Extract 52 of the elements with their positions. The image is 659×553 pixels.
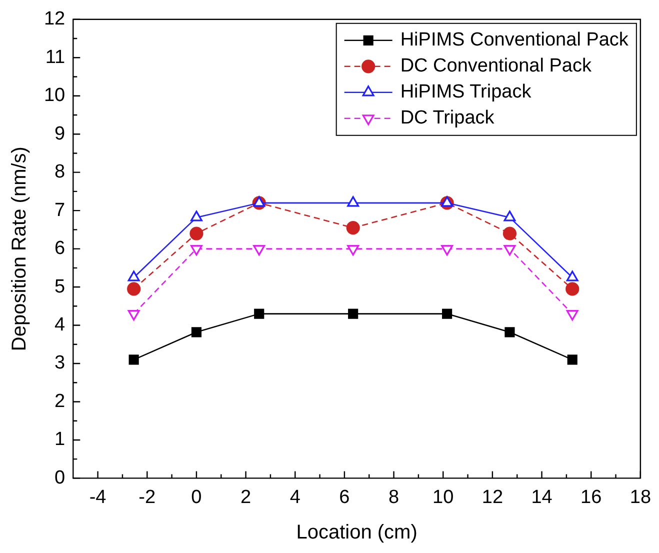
y-tick-label: 11 [45, 46, 66, 68]
legend-label: DC Conventional Pack [400, 56, 592, 77]
y-tick-label: 6 [54, 238, 66, 260]
y-tick-label: 0 [54, 467, 66, 488]
x-tick-label: 10 [432, 486, 454, 508]
point [128, 354, 139, 365]
x-tick-label: 12 [482, 486, 504, 508]
y-tick-label: 7 [54, 200, 66, 221]
x-tick-label: 14 [531, 486, 553, 508]
legend-label: DC Tripack [400, 108, 495, 129]
point [253, 196, 266, 207]
y-tick-label: 5 [54, 276, 66, 298]
x-tick-label: 4 [290, 486, 301, 508]
y-tick-label: 9 [54, 123, 66, 144]
point [504, 327, 515, 338]
y-tick-label: 1 [54, 429, 66, 450]
x-axis-title: Location (cm) [296, 522, 418, 544]
point [502, 226, 517, 240]
point [128, 310, 140, 321]
point [566, 270, 578, 282]
y-tick-label: 12 [44, 8, 66, 30]
y-tick-label: 10 [44, 85, 66, 106]
legend-label: HiPIMS Conventional Pack [400, 30, 629, 51]
point [347, 196, 360, 207]
point [566, 310, 578, 321]
x-tick-label: -4 [89, 486, 107, 508]
x-tick-label: 0 [191, 486, 202, 508]
y-tick-label: 3 [54, 352, 66, 374]
y-tick-label: 4 [54, 314, 66, 336]
point [441, 196, 454, 207]
point [128, 270, 140, 282]
point [190, 210, 202, 222]
x-tick-label: -2 [138, 486, 156, 508]
x-tick-label: 6 [339, 486, 350, 508]
point [346, 220, 360, 235]
x-tick-label: 18 [630, 486, 652, 508]
x-tick-label: 8 [388, 486, 400, 508]
y-tick-label: 2 [54, 390, 66, 412]
x-tick-label: 16 [580, 486, 602, 508]
y-axis-title: Deposition Rate (nm/s) [8, 146, 31, 352]
x-tick-label: 2 [240, 486, 252, 508]
legend-label: HiPIMS Tripack [400, 82, 532, 103]
point [348, 308, 358, 319]
point [442, 308, 452, 319]
point [566, 282, 580, 296]
point [127, 282, 141, 296]
point [191, 327, 202, 338]
point [504, 210, 516, 222]
point [190, 226, 204, 240]
y-tick-label: 8 [54, 162, 66, 183]
point [254, 308, 264, 319]
point [567, 354, 578, 365]
